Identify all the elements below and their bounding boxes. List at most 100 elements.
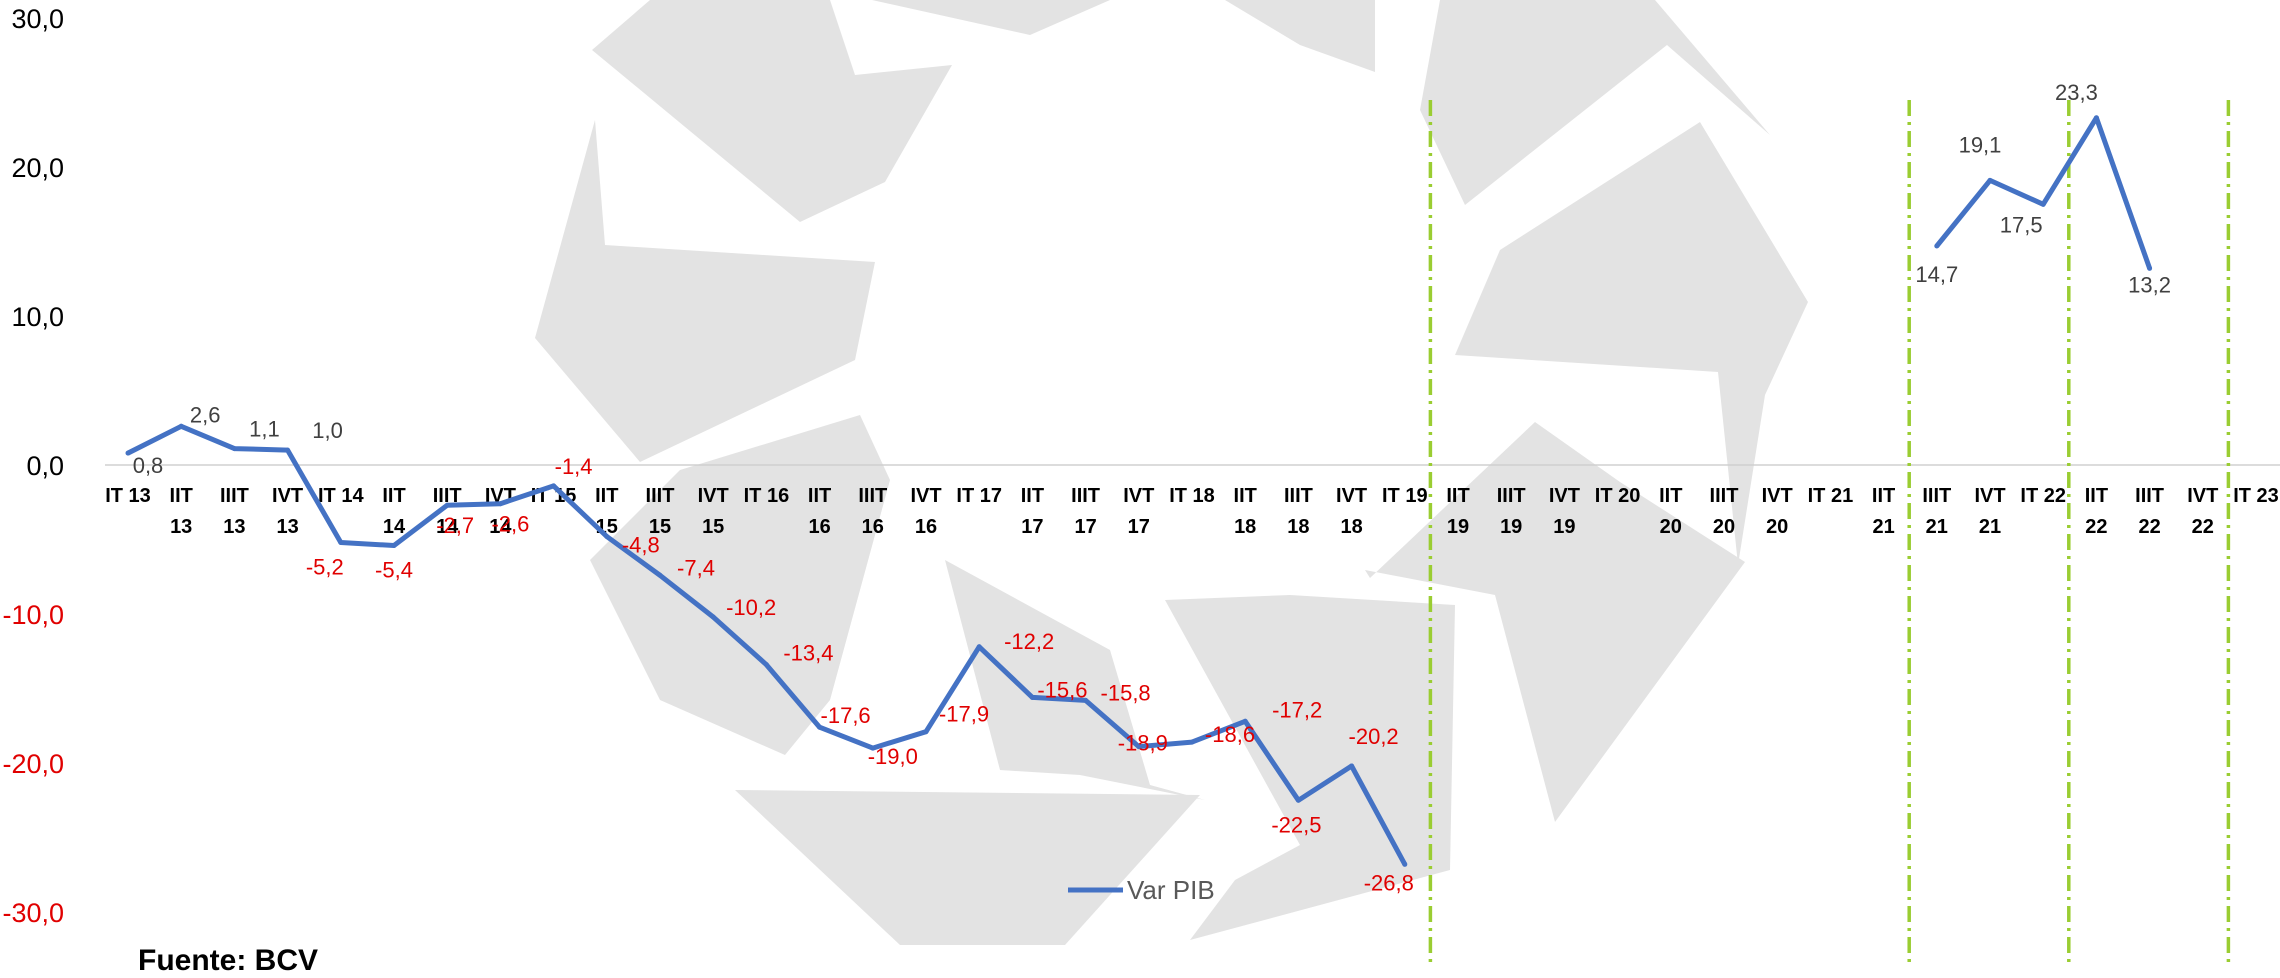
x-tick-label: 21 — [1926, 516, 1948, 538]
x-tick-label: IVT — [1762, 485, 1793, 507]
x-tick-label: 19 — [1553, 516, 1575, 538]
data-label: 1,0 — [312, 418, 343, 443]
x-tick-label: 19 — [1447, 516, 1469, 538]
x-tick-label: 14 — [436, 516, 459, 538]
x-tick-label: IVT — [1974, 485, 2005, 507]
source-note: Fuente: BCV — [138, 944, 318, 977]
x-tick-label: 17 — [1128, 516, 1150, 538]
x-tick-label: 17 — [1074, 516, 1096, 538]
data-point — [1136, 744, 1142, 750]
data-label: -17,6 — [821, 703, 871, 728]
data-label: -2,6 — [491, 512, 529, 537]
data-point — [1189, 739, 1195, 745]
data-point — [710, 614, 716, 620]
data-point — [1934, 243, 1940, 249]
data-label: -17,9 — [939, 702, 989, 727]
data-label: -10,2 — [726, 595, 776, 620]
x-tick-label: IIIT — [1071, 485, 1100, 507]
x-tick-label: 20 — [1713, 516, 1735, 538]
x-tick-label: IVT — [698, 485, 729, 507]
y-tick-label: 30,0 — [11, 4, 64, 34]
x-tick-label: IIT — [1659, 485, 1682, 507]
data-point — [231, 446, 237, 452]
x-tick-label: 21 — [1872, 516, 1894, 538]
data-point — [285, 447, 291, 453]
data-label: -5,2 — [306, 554, 344, 579]
data-point — [1402, 861, 1408, 867]
x-tick-label: IIIT — [220, 485, 249, 507]
data-point — [444, 502, 450, 508]
data-point — [2093, 115, 2099, 121]
x-tick-label: IIT — [382, 485, 405, 507]
x-tick-label: 15 — [649, 516, 671, 538]
x-tick-label: IIT — [1446, 485, 1469, 507]
x-tick-label: 15 — [702, 516, 724, 538]
data-label: 23,3 — [2055, 80, 2098, 105]
data-label: -15,8 — [1101, 680, 1151, 705]
data-point — [817, 724, 823, 730]
data-point — [2147, 265, 2153, 271]
data-point — [870, 745, 876, 751]
x-tick-label: IIIT — [1284, 485, 1313, 507]
data-point — [763, 662, 769, 668]
x-tick-label: IIT — [170, 485, 193, 507]
x-tick-label: IIIT — [2135, 485, 2164, 507]
x-tick-label: IIT — [1021, 485, 1044, 507]
x-tick-label: IT 23 — [2233, 485, 2279, 507]
data-point — [923, 729, 929, 735]
x-tick-label: IT 14 — [318, 485, 364, 507]
y-tick-label: 10,0 — [11, 302, 64, 332]
data-label: -26,8 — [1364, 870, 1414, 895]
x-tick-label: IT 18 — [1169, 485, 1215, 507]
data-label: -4,8 — [622, 533, 660, 558]
data-label: -17,2 — [1272, 697, 1322, 722]
x-tick-label: IVT — [1123, 485, 1154, 507]
x-tick-label: 16 — [862, 516, 884, 538]
data-point — [976, 644, 982, 650]
data-label: -15,6 — [1037, 677, 1087, 702]
x-tick-label: 18 — [1234, 516, 1256, 538]
x-tick-label: 19 — [1500, 516, 1522, 538]
data-label: -18,9 — [1118, 731, 1168, 756]
x-tick-label: IIIT — [1497, 485, 1526, 507]
data-point — [1029, 694, 1035, 700]
x-tick-label: IT 22 — [2020, 485, 2066, 507]
x-tick-label: IVT — [910, 485, 941, 507]
x-tick-label: IIT — [2085, 485, 2108, 507]
x-tick-label: IVT — [272, 485, 303, 507]
x-tick-label: IIIT — [433, 485, 462, 507]
x-tick-label: 20 — [1660, 516, 1682, 538]
data-label: -20,2 — [1349, 724, 1399, 749]
data-point — [497, 501, 503, 507]
data-label: -13,4 — [783, 641, 833, 666]
y-tick-label: 20,0 — [11, 153, 64, 183]
data-label: -19,0 — [868, 744, 918, 769]
data-point — [391, 542, 397, 548]
y-tick-label: 0,0 — [26, 451, 64, 481]
y-tick-label: -30,0 — [2, 898, 64, 928]
x-tick-label: IIT — [1872, 485, 1895, 507]
x-tick-label: IT 16 — [744, 485, 790, 507]
data-point — [1242, 718, 1248, 724]
x-tick-label: IVT — [1549, 485, 1580, 507]
data-point — [125, 450, 131, 456]
x-tick-label: IT 19 — [1382, 485, 1428, 507]
x-tick-label: IIIT — [1922, 485, 1951, 507]
data-label: -2,7 — [436, 513, 474, 538]
x-tick-label: IT 17 — [956, 485, 1002, 507]
data-point — [1295, 797, 1301, 803]
data-label: 1,1 — [249, 417, 280, 442]
data-point — [178, 423, 184, 429]
background-watermark — [535, 0, 1808, 945]
x-tick-label: 16 — [808, 516, 830, 538]
data-label: 19,1 — [1959, 132, 2002, 157]
data-label: -18,6 — [1205, 722, 1255, 747]
x-tick-label: 18 — [1287, 516, 1309, 538]
x-tick-label: IT 13 — [105, 485, 151, 507]
x-tick-label: IIIT — [858, 485, 887, 507]
x-tick-label: IT 21 — [1808, 485, 1854, 507]
x-tick-label: 13 — [170, 516, 192, 538]
x-tick-label: IIT — [1234, 485, 1257, 507]
x-tick-label: IIT — [595, 485, 618, 507]
